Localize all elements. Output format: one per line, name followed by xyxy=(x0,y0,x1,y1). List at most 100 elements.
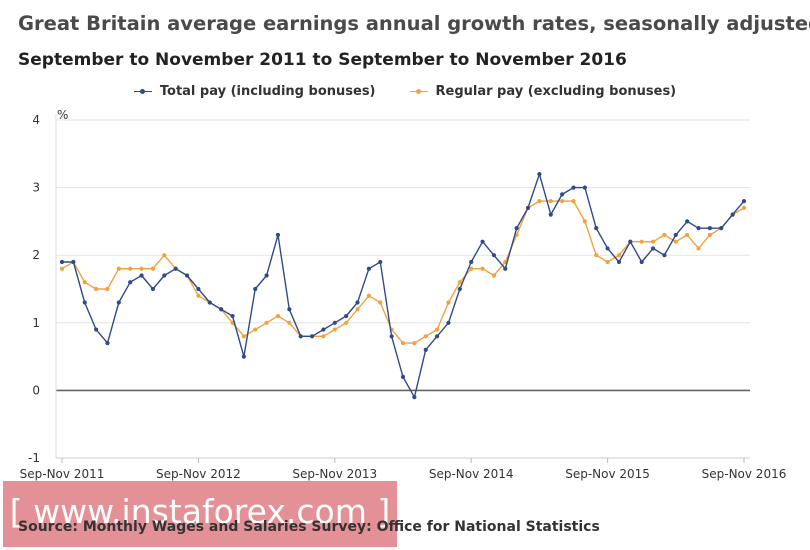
data-point-s1-35 xyxy=(457,280,462,285)
chart-legend: Total pay (including bonuses) Regular pa… xyxy=(0,84,810,99)
data-point-s1-33 xyxy=(435,327,440,332)
data-point-s1-3 xyxy=(94,286,99,292)
data-point-s0-44 xyxy=(560,192,565,197)
series-line-0 xyxy=(62,173,745,398)
data-point-s0-2 xyxy=(82,300,87,305)
data-point-s0-41 xyxy=(525,205,531,210)
y-axis-unit: % xyxy=(57,108,68,122)
data-point-s1-2 xyxy=(82,280,87,285)
data-point-s1-48 xyxy=(605,259,610,265)
data-point-s0-21 xyxy=(298,334,303,339)
data-point-s0-4 xyxy=(105,340,110,346)
data-point-s0-23 xyxy=(321,327,326,332)
data-point-s0-11 xyxy=(184,273,190,278)
data-point-s0-59 xyxy=(730,212,735,217)
data-point-s0-37 xyxy=(480,239,485,244)
data-point-s0-31 xyxy=(412,395,417,400)
data-point-s0-49 xyxy=(616,259,622,265)
data-point-s1-28 xyxy=(378,300,383,305)
data-point-s1-56 xyxy=(696,246,701,251)
data-point-s0-42 xyxy=(537,171,542,177)
data-point-s1-24 xyxy=(332,327,337,332)
data-point-s0-17 xyxy=(253,286,258,292)
data-point-s0-53 xyxy=(662,253,667,258)
data-point-s1-26 xyxy=(355,307,360,312)
data-point-s0-25 xyxy=(344,313,349,319)
data-point-s0-52 xyxy=(650,246,656,251)
data-point-s0-29 xyxy=(389,334,394,339)
y-tick-label: 0 xyxy=(32,383,40,397)
data-point-s1-25 xyxy=(344,320,349,325)
data-point-s0-12 xyxy=(196,286,201,292)
series-line-1 xyxy=(61,200,745,344)
data-point-s0-1 xyxy=(71,259,76,265)
data-point-s1-57 xyxy=(707,232,713,238)
legend-item-regular-pay[interactable]: Regular pay (excluding bonuses) xyxy=(409,84,677,99)
data-point-s0-10 xyxy=(173,266,178,271)
data-point-s0-15 xyxy=(230,313,235,319)
data-point-s1-5 xyxy=(116,266,121,271)
data-point-s1-4 xyxy=(105,286,110,292)
data-point-s0-28 xyxy=(378,259,383,265)
y-tick-label: 2 xyxy=(32,248,40,262)
y-tick-label: 4 xyxy=(32,113,40,127)
data-point-s0-24 xyxy=(332,320,337,325)
chart-series xyxy=(59,171,747,400)
data-point-s1-16 xyxy=(241,334,246,339)
legend-item-total-pay[interactable]: Total pay (including bonuses) xyxy=(133,84,376,99)
data-point-s1-42 xyxy=(537,199,542,204)
data-point-s0-32 xyxy=(423,347,428,352)
data-point-s0-39 xyxy=(503,266,508,271)
data-point-s0-58 xyxy=(719,226,724,231)
data-point-s0-16 xyxy=(241,354,246,359)
data-point-s0-38 xyxy=(491,253,497,258)
data-point-s1-36 xyxy=(469,266,474,271)
source-note: Source: Monthly Wages and Salaries Surve… xyxy=(18,519,600,535)
data-point-s0-33 xyxy=(435,334,440,339)
data-point-s0-8 xyxy=(150,286,156,292)
data-point-s0-47 xyxy=(594,226,599,231)
data-point-s0-5 xyxy=(116,300,121,305)
data-point-s0-50 xyxy=(628,239,633,244)
data-point-s1-52 xyxy=(650,239,656,244)
data-point-s1-27 xyxy=(366,293,371,298)
data-point-s0-9 xyxy=(162,273,167,278)
data-point-s0-51 xyxy=(639,259,644,265)
data-point-s0-19 xyxy=(275,232,281,238)
chart-axes xyxy=(55,114,750,463)
data-point-s1-31 xyxy=(412,340,417,346)
data-point-s1-37 xyxy=(480,266,485,271)
data-point-s1-6 xyxy=(128,266,133,271)
data-point-s1-51 xyxy=(639,239,644,244)
data-point-s0-57 xyxy=(707,226,713,231)
data-point-s1-38 xyxy=(491,273,497,278)
data-point-s0-0 xyxy=(59,259,65,265)
data-point-s1-60 xyxy=(741,205,747,210)
data-point-s0-43 xyxy=(548,212,553,217)
data-point-s1-55 xyxy=(685,232,690,238)
data-point-s1-34 xyxy=(446,300,451,305)
data-point-s0-27 xyxy=(366,266,371,271)
x-tick-label: Sep-Nov 2014 xyxy=(429,467,514,481)
chart-subtitle: September to November 2011 to September … xyxy=(18,50,627,70)
data-point-s1-23 xyxy=(321,334,326,339)
data-point-s1-32 xyxy=(423,334,428,339)
data-point-s0-14 xyxy=(219,307,224,312)
x-tick-label: Sep-Nov 2011 xyxy=(20,467,105,481)
data-point-s1-44 xyxy=(560,199,565,204)
chart-tick-labels: 4 3 2 1 0 -1% Sep-Nov 2011 Sep-Nov 2012 Sep-Nov … xyxy=(20,108,787,481)
data-point-s1-47 xyxy=(594,253,599,258)
data-point-s1-53 xyxy=(662,232,667,238)
data-point-s0-7 xyxy=(139,273,144,278)
data-point-s0-18 xyxy=(264,273,269,278)
data-point-s1-20 xyxy=(287,320,292,325)
data-point-s1-7 xyxy=(139,266,144,271)
data-point-s1-54 xyxy=(673,239,678,244)
data-point-s1-19 xyxy=(275,313,281,319)
legend-label-regular-pay: Regular pay (excluding bonuses) xyxy=(435,84,677,99)
data-point-s0-60 xyxy=(741,199,747,204)
data-point-s1-12 xyxy=(196,293,201,298)
data-point-s0-55 xyxy=(685,219,690,224)
data-point-s1-9 xyxy=(162,253,167,258)
data-point-s0-35 xyxy=(457,286,462,292)
